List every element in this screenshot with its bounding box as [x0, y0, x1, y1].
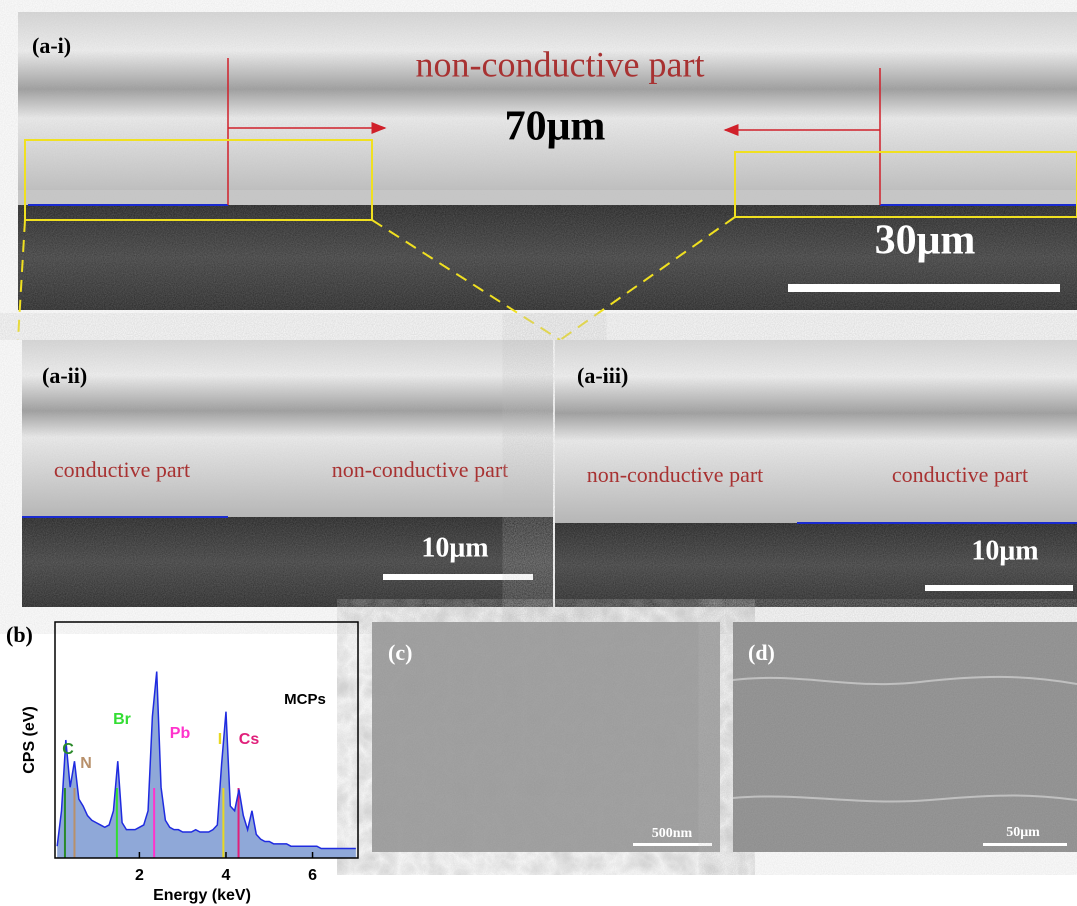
- panel-label: (c): [388, 640, 412, 665]
- annotation: conductive part: [892, 462, 1028, 487]
- peak-label: Pb: [170, 725, 191, 742]
- peak-label: N: [80, 755, 92, 772]
- x-tick-label: 6: [308, 867, 317, 884]
- peak-label: I: [218, 731, 222, 748]
- scale-label: 10μm: [971, 535, 1038, 566]
- panel-b: (b) Energy (keV) CPS (eV) MCPs 2 4 6 CN Br Pb…: [6, 622, 358, 904]
- annotation: conductive part: [54, 457, 190, 482]
- y-axis-label: CPS (eV): [21, 706, 38, 774]
- panel-label: (a-i): [32, 33, 71, 58]
- figure: (a-i) non-conductive part 70μm 30μm (a-i…: [0, 0, 1077, 906]
- scale-label: 500nm: [652, 826, 693, 841]
- annotation: non-conductive part: [416, 44, 705, 84]
- scale-label: 50μm: [1006, 825, 1040, 840]
- annotation: non-conductive part: [587, 462, 764, 487]
- panel-c: (c) 500nm: [372, 622, 720, 852]
- panel-label: (a-iii): [577, 363, 628, 388]
- panel-a-i: (a-i) non-conductive part 70μm 30μm: [18, 12, 1077, 310]
- width-label: 70μm: [505, 104, 606, 150]
- panel-a-iii: (a-iii) non-conductive part conductive p…: [555, 340, 1077, 607]
- scale-label: 10μm: [421, 532, 488, 563]
- annotation: MCPs: [284, 691, 326, 708]
- panel-label: (a-ii): [42, 363, 87, 388]
- panel-label: (d): [748, 640, 775, 665]
- peak-label: Cs: [239, 731, 260, 748]
- panel-d: (d) 50μm: [733, 622, 1077, 852]
- x-tick-label: 4: [222, 867, 231, 884]
- scale-label: 30μm: [875, 218, 976, 264]
- panel-a-ii: (a-ii) conductive part non-conductive pa…: [22, 340, 553, 607]
- x-axis-label: Energy (keV): [153, 887, 251, 904]
- annotation: non-conductive part: [332, 457, 509, 482]
- plot-frame: [55, 622, 358, 858]
- panel-label: (b): [6, 622, 33, 647]
- peak-label: Br: [113, 711, 131, 728]
- x-tick-label: 2: [135, 867, 144, 884]
- peak-label: C: [62, 741, 74, 758]
